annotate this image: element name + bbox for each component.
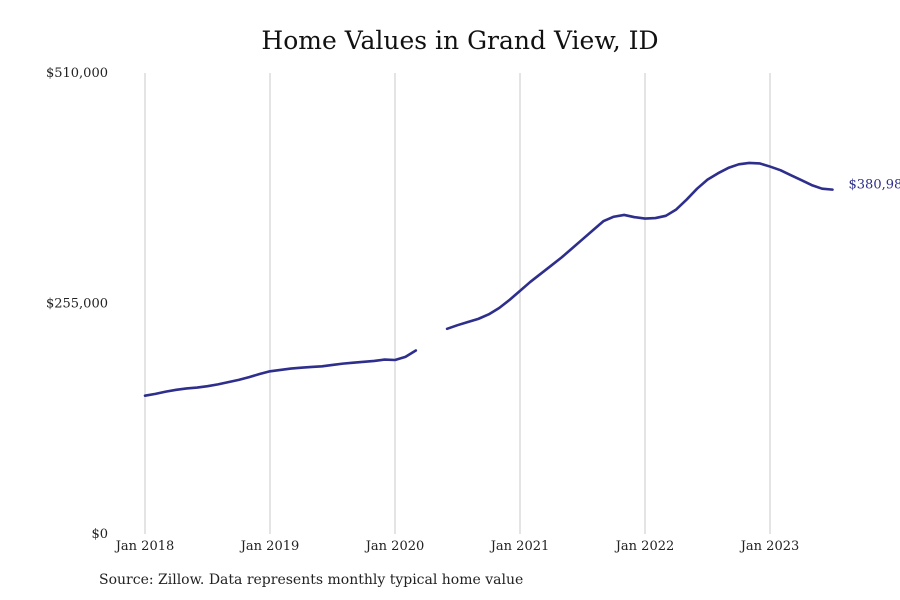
x-tick-label: Jan 2018	[114, 539, 175, 554]
x-axis: Jan 2018 Jan 2019 Jan 2020 Jan 2021 Jan 2022…	[114, 539, 800, 554]
y-axis: $0 $255,000 $510,000	[46, 66, 108, 542]
x-tick-label: Jan 2019	[239, 539, 300, 554]
x-tick-label: Jan 2022	[614, 539, 675, 554]
series-line-segment	[445, 161, 834, 331]
chart-title: Home Values in Grand View, ID	[261, 26, 659, 55]
x-tick-label: Jan 2023	[739, 539, 800, 554]
source-note: Source: Zillow. Data represents monthly …	[99, 572, 524, 588]
y-tick-label: $255,000	[46, 297, 108, 312]
series-line	[143, 161, 834, 398]
end-label-group: $380,982	[849, 178, 900, 193]
y-tick-label: $0	[91, 527, 108, 542]
x-tick-label: Jan 2020	[364, 539, 425, 554]
series-line-segment	[143, 349, 418, 398]
y-tick-label: $510,000	[46, 66, 108, 81]
x-tick-label: Jan 2021	[489, 539, 550, 554]
end-value-label: $380,982	[849, 178, 900, 193]
gridlines	[144, 73, 771, 534]
